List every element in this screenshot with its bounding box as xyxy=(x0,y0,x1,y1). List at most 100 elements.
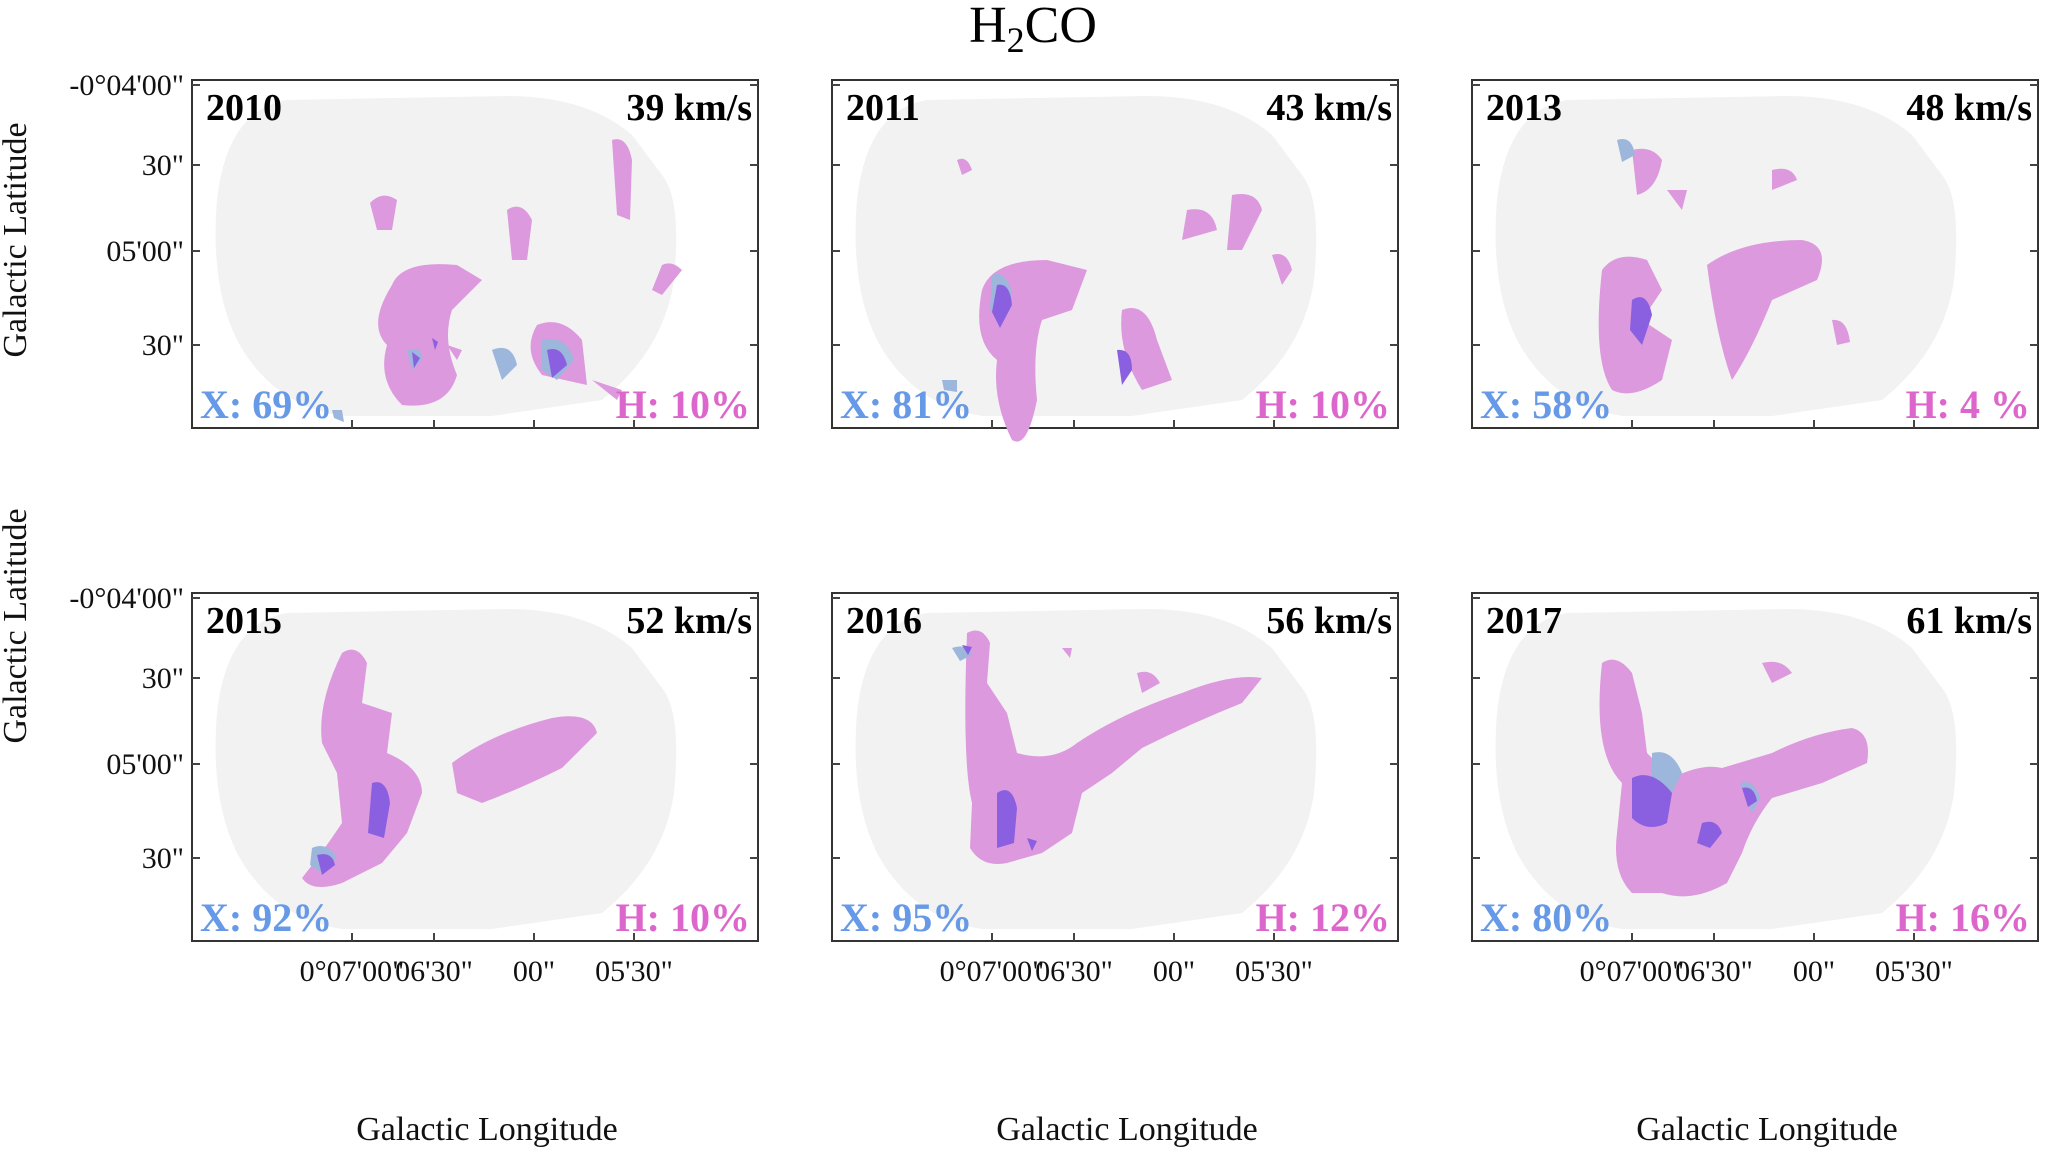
panel-2010: 2010 39 km/s X: 69% H: 10% -0°04'00" 30" 05'00… xyxy=(69,69,759,429)
h-emission-region xyxy=(1599,659,1868,897)
h-emission-region xyxy=(378,264,482,406)
survey-footprint xyxy=(855,96,1317,416)
panel-2013: 2013 48 km/s X: 58% H: 4 % xyxy=(1471,79,2039,429)
overlap-region xyxy=(1027,838,1037,851)
overlap-region xyxy=(1742,787,1757,807)
x-tick-label: 05'30" xyxy=(1235,955,1313,988)
xlabel-right: Galactic Longitude xyxy=(1636,1111,1898,1148)
h-emission-region xyxy=(957,158,972,175)
panel-velocity: 39 km/s xyxy=(626,87,752,129)
panel-2011: 2011 43 km/s X: 81% H: 10% xyxy=(831,79,1399,442)
overlap-region xyxy=(368,782,390,838)
x-tick-label: 06'30" xyxy=(395,955,473,988)
x-tick-label: 06'30" xyxy=(1035,955,1113,988)
y-tick-label: 30" xyxy=(142,149,184,182)
overlap-region xyxy=(1630,297,1652,345)
x-emission-region xyxy=(492,347,517,380)
h-emission-region xyxy=(352,668,364,683)
h-percent-label: H: 10% xyxy=(1256,382,1390,427)
ylabel-bottom: Galactic Latitude xyxy=(0,508,34,743)
h-emission-region xyxy=(1772,168,1797,190)
y-tick-label: 30" xyxy=(142,329,184,362)
h-emission-region xyxy=(612,139,632,220)
panel-2015: 2015 52 km/s X: 92% H: 10% -0°04'00" 30" 05'00… xyxy=(69,582,759,988)
x-percent-label: X: 58% xyxy=(1480,382,1612,427)
overlap-region xyxy=(412,352,420,368)
panel-year: 2010 xyxy=(206,87,282,129)
xlabel-left: Galactic Longitude xyxy=(356,1111,618,1148)
h-emission-region xyxy=(1062,648,1072,658)
panel-2017: 2017 61 km/s X: 80% H: 16% 0°07'00"06'30" 00"… xyxy=(1471,592,2039,988)
overlap-region xyxy=(962,645,972,655)
overlap-region xyxy=(992,284,1012,328)
overlap-region xyxy=(432,338,438,350)
x-tick-label: 05'30" xyxy=(1875,955,1953,988)
h-emission-region xyxy=(1272,254,1292,285)
overlap-region xyxy=(1632,775,1672,827)
panel-year: 2015 xyxy=(206,600,282,642)
survey-footprint xyxy=(215,609,677,929)
y-tick-label: -0°04'00" xyxy=(69,69,184,102)
overlap-region xyxy=(1117,349,1132,385)
h-percent-label: H: 4 % xyxy=(1906,382,2030,427)
overlap-region xyxy=(997,790,1017,848)
x-percent-label: X: 95% xyxy=(840,895,972,940)
x-percent-label: X: 92% xyxy=(200,895,332,940)
panel-year: 2013 xyxy=(1486,87,1562,129)
h-emission-region xyxy=(1137,671,1160,693)
x-tick-label: 0°07'00" xyxy=(940,955,1045,988)
h-emission-region xyxy=(452,716,597,803)
h-percent-label: H: 10% xyxy=(616,382,750,427)
figure-title: H2CO xyxy=(969,0,1097,60)
title-suffix: CO xyxy=(1025,0,1097,54)
x-emission-region xyxy=(942,380,957,392)
x-tick-label: 00" xyxy=(513,955,555,988)
panel-year: 2017 xyxy=(1486,600,1562,642)
x-tick-label: 05'30" xyxy=(595,955,673,988)
x-tick-label: 06'30" xyxy=(1675,955,1753,988)
x-emission-region xyxy=(332,410,344,422)
x-percent-label: X: 80% xyxy=(1480,895,1612,940)
h-emission-region xyxy=(1762,661,1792,683)
panel-year: 2016 xyxy=(846,600,922,642)
h-emission-region xyxy=(1632,148,1662,195)
x-tick-label: 00" xyxy=(1793,955,1835,988)
title-subscript: 2 xyxy=(1007,20,1025,60)
h-percent-label: H: 10% xyxy=(616,895,750,940)
overlap-region xyxy=(547,349,567,378)
h-emission-region xyxy=(370,195,397,230)
panel-velocity: 43 km/s xyxy=(1266,87,1392,129)
h-emission-region xyxy=(1832,319,1850,345)
x-tick-label: 00" xyxy=(1153,955,1195,988)
y-tick-label: -0°04'00" xyxy=(69,582,184,615)
h-emission-region xyxy=(1667,190,1687,210)
h-emission-region xyxy=(965,630,1262,864)
h-emission-region xyxy=(1121,308,1172,390)
x-tick-label: 0°07'00" xyxy=(1580,955,1685,988)
y-tick-label: 30" xyxy=(142,842,184,875)
xlabel-middle: Galactic Longitude xyxy=(996,1111,1258,1148)
h-emission-region xyxy=(652,263,682,295)
panel-year: 2011 xyxy=(846,87,920,129)
y-tick-label: 05'00" xyxy=(106,748,184,781)
h-emission-region xyxy=(592,380,622,400)
h-percent-label: H: 12% xyxy=(1256,895,1390,940)
x-percent-label: X: 81% xyxy=(840,382,972,427)
h-emission-region xyxy=(302,649,422,887)
panel-velocity: 56 km/s xyxy=(1266,600,1392,642)
x-percent-label: X: 69% xyxy=(200,382,332,427)
y-tick-label: 05'00" xyxy=(106,235,184,268)
x-emission-region xyxy=(1617,139,1635,162)
h-percent-label: H: 16% xyxy=(1896,895,2030,940)
h-emission-region xyxy=(1182,209,1217,240)
panel-velocity: 61 km/s xyxy=(1906,600,2032,642)
title-main: H xyxy=(969,0,1007,54)
h-emission-region xyxy=(1227,194,1262,250)
h-emission-region xyxy=(1707,240,1822,380)
overlap-region xyxy=(317,854,335,875)
panel-velocity: 48 km/s xyxy=(1906,87,2032,129)
overlap-region xyxy=(1697,821,1722,848)
ylabel-top: Galactic Latitude xyxy=(0,122,34,357)
panel-velocity: 52 km/s xyxy=(626,600,752,642)
